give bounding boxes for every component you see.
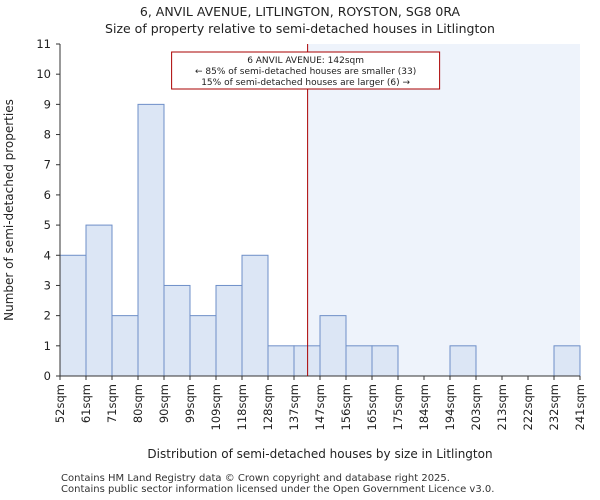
x-tick-label: 52sqm (53, 384, 67, 423)
y-tick-label: 8 (44, 128, 51, 142)
x-tick-label: 194sqm (443, 384, 457, 430)
y-tick-label: 4 (44, 248, 51, 262)
x-tick-label: 71sqm (105, 384, 119, 423)
bar-165sqm (371, 345, 399, 377)
y-tick-label: 0 (44, 369, 51, 383)
highlight-region (307, 44, 580, 376)
bar-71sqm (111, 315, 139, 377)
bar-118sqm (241, 254, 269, 377)
y-tick-label: 7 (44, 158, 51, 172)
y-axis-label: Number of semi-detached properties (2, 99, 16, 321)
footer-copyright: Contains HM Land Registry data © Crown c… (61, 473, 450, 484)
bar-80sqm (137, 103, 165, 377)
y-tick-label: 6 (44, 188, 51, 202)
x-tick-label: 184sqm (417, 384, 431, 430)
footer-licence: Contains public sector information licen… (61, 484, 495, 495)
y-tick-label: 1 (44, 339, 51, 353)
x-tick-label: 118sqm (235, 384, 249, 430)
y-tick-label: 9 (44, 97, 51, 111)
annotation-box (171, 51, 441, 90)
bar-90sqm (163, 284, 191, 377)
x-tick-label: 80sqm (131, 384, 145, 423)
bar-147sqm (319, 315, 347, 377)
bar-52sqm (59, 254, 87, 377)
x-tick-label: 156sqm (339, 384, 353, 430)
bar-194sqm (449, 345, 477, 377)
x-tick-label: 232sqm (547, 384, 561, 430)
x-tick-label: 61sqm (79, 384, 93, 423)
x-tick-label: 175sqm (391, 384, 405, 430)
bar-61sqm (85, 224, 113, 377)
bar-232sqm (553, 345, 581, 377)
annotation-larger: 15% of semi-detached houses are larger (… (201, 78, 410, 88)
bar-128sqm (267, 345, 295, 377)
x-tick-label: 165sqm (365, 384, 379, 430)
bar-137sqm (293, 345, 321, 377)
x-tick-label: 90sqm (157, 384, 171, 423)
x-tick-label: 137sqm (287, 384, 301, 430)
y-tick-label: 10 (36, 67, 51, 81)
y-tick-label: 11 (36, 37, 51, 51)
x-tick-label: 213sqm (495, 384, 509, 430)
x-tick-label: 109sqm (209, 384, 223, 430)
x-tick-label: 99sqm (183, 384, 197, 423)
chart-title: 6, ANVIL AVENUE, LITLINGTON, ROYSTON, SG… (139, 4, 461, 19)
chart-subtitle: Size of property relative to semi-detach… (105, 21, 495, 36)
x-tick-label: 128sqm (261, 384, 275, 430)
x-tick-label: 203sqm (469, 384, 483, 430)
annotation-title: 6 ANVIL AVENUE: 142sqm (247, 56, 364, 66)
x-tick-label: 147sqm (313, 384, 327, 430)
annotation-smaller: ← 85% of semi-detached houses are smalle… (195, 67, 416, 77)
x-tick-label: 222sqm (521, 384, 535, 430)
x-tick-label: 241sqm (573, 384, 587, 430)
y-tick-label: 5 (44, 218, 51, 232)
bar-156sqm (345, 345, 373, 377)
bar-109sqm (215, 284, 243, 377)
x-axis-label: Distribution of semi-detached houses by … (147, 447, 492, 461)
y-tick-label: 2 (44, 309, 51, 323)
bar-99sqm (189, 315, 217, 377)
y-tick-label: 3 (44, 278, 51, 292)
